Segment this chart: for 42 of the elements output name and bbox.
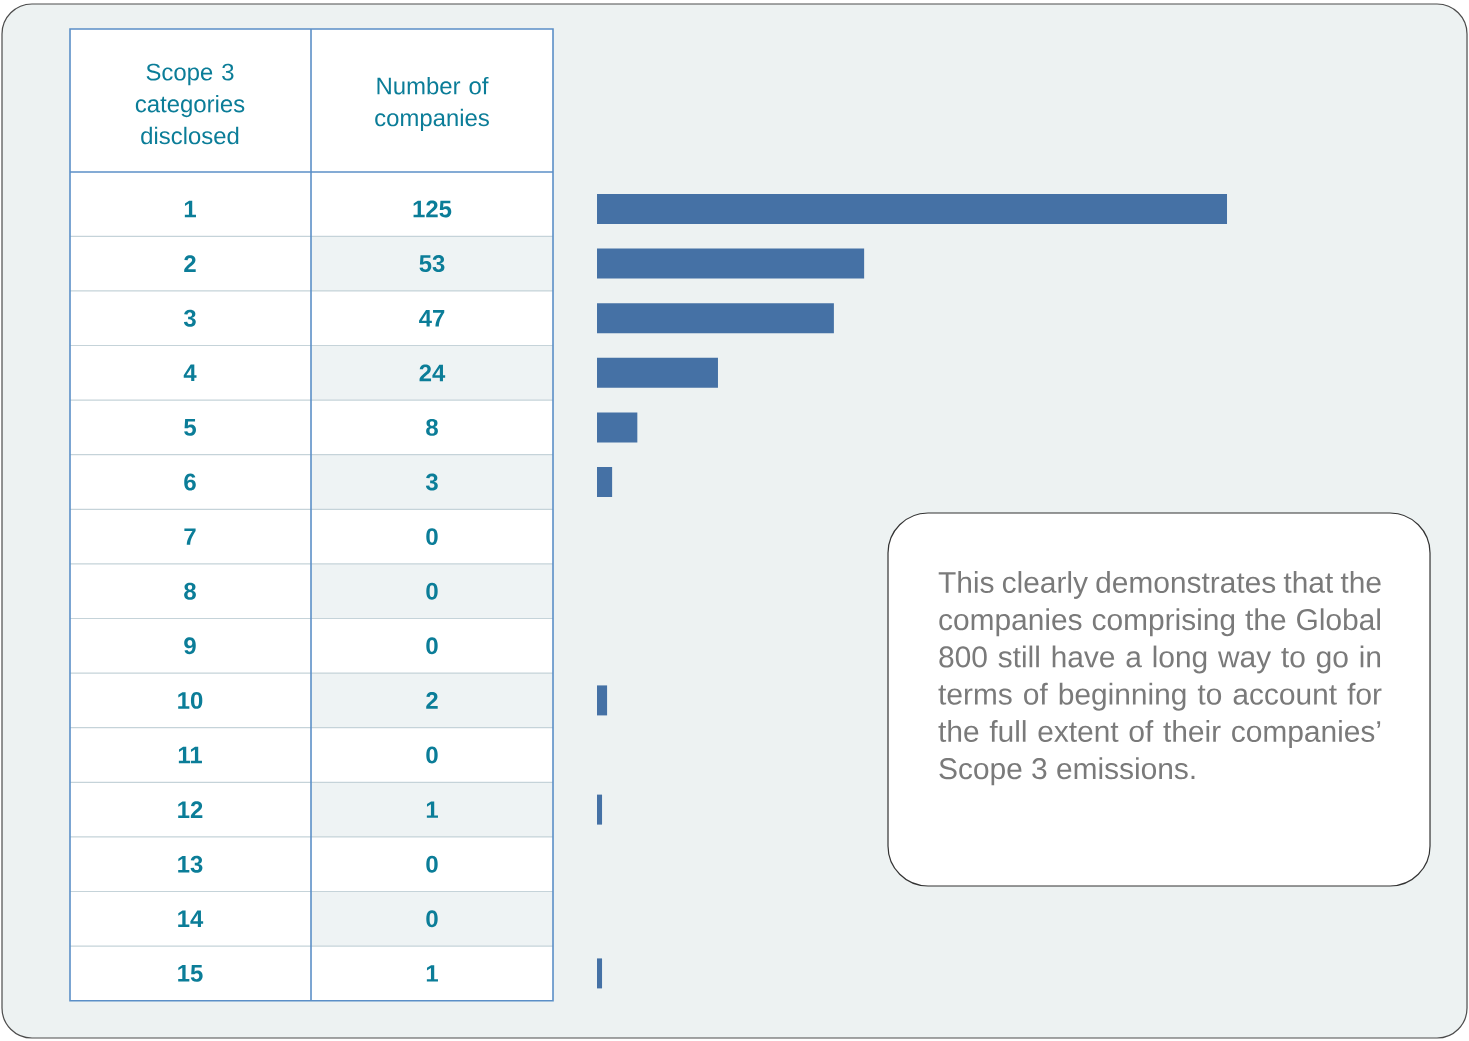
data-label: 3: [425, 473, 438, 491]
y-tick-label: 10: [178, 691, 203, 709]
y-tick-label: 14: [178, 910, 204, 928]
y-tick-label: 7: [184, 528, 196, 545]
data-label: 53: [419, 255, 445, 273]
data-label: 1: [426, 965, 438, 982]
bar: [597, 412, 638, 443]
data-label: 24: [419, 364, 446, 382]
y-tick-label: 2: [184, 255, 196, 272]
data-label: 0: [426, 528, 438, 546]
x-axis-title: Number of companies: [375, 76, 489, 132]
y-tick-label: 4: [183, 364, 197, 382]
y-tick-label: 12: [178, 801, 203, 818]
bar: [597, 194, 1228, 224]
data-label: 0: [426, 746, 438, 764]
data-label: 0: [426, 855, 438, 873]
bar: [597, 248, 865, 279]
bar: [597, 958, 603, 989]
y-tick-label: 13: [178, 855, 203, 873]
y-tick-label: 8: [184, 582, 196, 600]
data-label: 0: [426, 910, 438, 928]
bar: [597, 467, 613, 497]
data-label: 8: [426, 418, 438, 436]
y-axis-title: Scope 3 categories disclosed: [135, 63, 245, 145]
annotation: This clearly demonstrates that the companies comprising the Global 800 still have a long way to go in terms of beginning to account for the full extent of their companies’ Scope 3 emissions.: [938, 571, 1382, 786]
bar: [597, 303, 834, 334]
data-label: 47: [419, 309, 445, 327]
data-label: 125: [413, 200, 452, 218]
y-tick-label: 6: [184, 473, 196, 491]
data-label: 0: [426, 637, 438, 655]
data-label: 1: [426, 801, 438, 818]
y-tick-label: 15: [178, 965, 203, 982]
y-tick-label: 5: [184, 419, 196, 436]
y-tick-label: 1: [184, 200, 196, 218]
y-tick-label: 9: [184, 637, 196, 655]
bar: [597, 685, 608, 716]
bar: [597, 794, 603, 825]
bar: [597, 357, 718, 388]
y-tick-label: 11: [178, 746, 202, 764]
y-tick-label: 3: [183, 309, 196, 327]
data-label: 0: [426, 582, 438, 600]
data-label: 2: [426, 692, 438, 709]
